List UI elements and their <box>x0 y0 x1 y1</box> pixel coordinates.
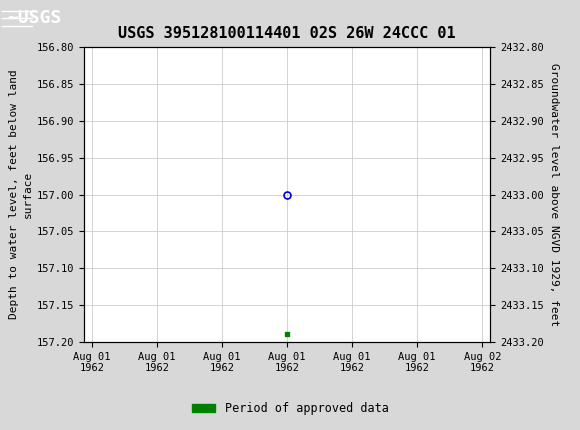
Y-axis label: Depth to water level, feet below land
surface: Depth to water level, feet below land su… <box>9 70 32 319</box>
Text: ~USGS: ~USGS <box>7 9 61 27</box>
Y-axis label: Groundwater level above NGVD 1929, feet: Groundwater level above NGVD 1929, feet <box>549 63 559 326</box>
Legend: Period of approved data: Period of approved data <box>187 397 393 420</box>
Title: USGS 395128100114401 02S 26W 24CCC 01: USGS 395128100114401 02S 26W 24CCC 01 <box>118 25 456 40</box>
